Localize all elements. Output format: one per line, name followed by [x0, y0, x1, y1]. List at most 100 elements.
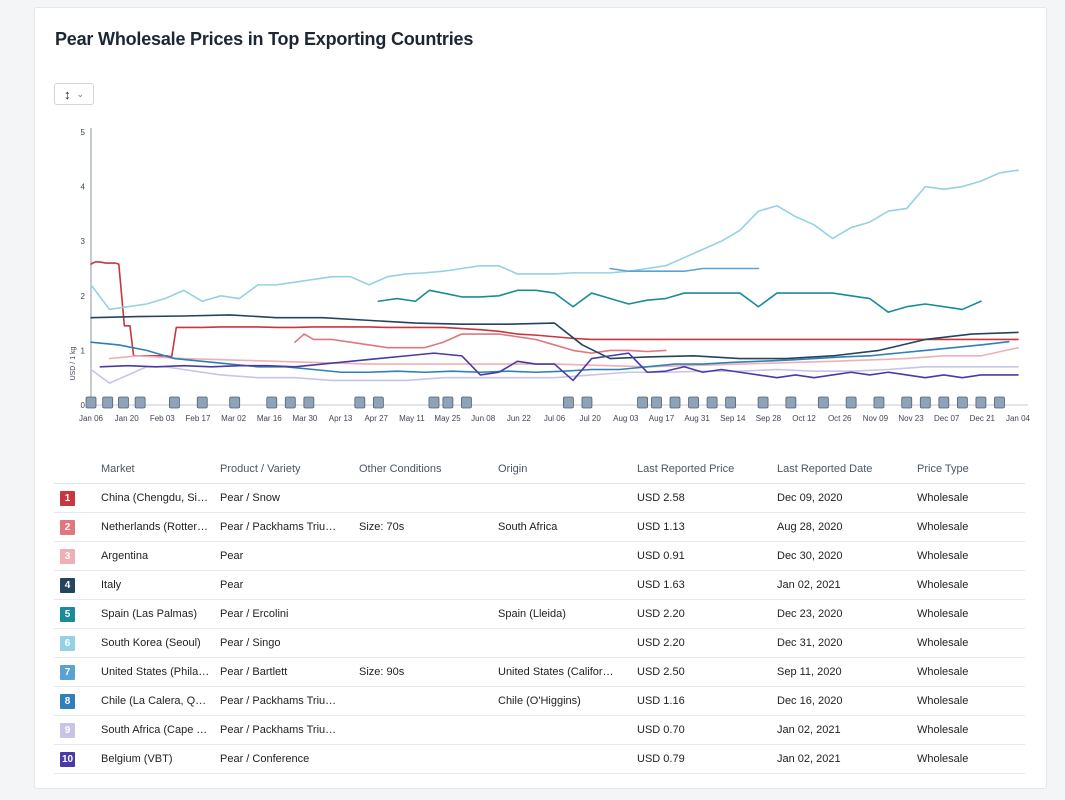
date-cell: Dec 09, 2020: [777, 492, 843, 504]
event-marker: [196, 396, 208, 409]
y-tick-label: 2: [81, 292, 86, 301]
table-row[interactable]: 3 Argentina Pear USD 0.91 Dec 30, 2020 Wholes…: [54, 542, 1025, 571]
price-type-cell: Wholesale: [917, 550, 969, 562]
event-marker: [637, 396, 648, 409]
event-marker: [817, 396, 829, 409]
price-cell: USD 1.63: [637, 579, 685, 591]
x-tick-label: Nov 09: [863, 414, 889, 423]
conditions-cell: Size: 70s: [359, 521, 405, 533]
conditions-cell: Size: 90s: [359, 666, 405, 678]
x-tick-label: Feb 17: [186, 414, 211, 423]
series-2-line: [294, 333, 667, 354]
line-chart: 0 1 2 3 4 5 USD / 1 kg Jan 06 Jan 20 Feb 03 Feb 17…: [70, 128, 1031, 423]
origin-cell: United States (Califor…: [498, 666, 614, 678]
x-tick-label: Mar 30: [292, 414, 317, 423]
series-6-line: [90, 169, 1019, 311]
table-row[interactable]: 4 Italy Pear USD 1.63 Jan 02, 2021 Wholesale: [54, 571, 1025, 600]
table-row[interactable]: 8 Chile (La Calera, Quill… Pear / Packhams…: [54, 687, 1025, 716]
row-index-cell: 8: [54, 693, 81, 709]
table-row[interactable]: 7 United States (Philad… Pear / Bartlett Si…: [54, 658, 1025, 687]
event-marker: [938, 396, 950, 409]
row-index-cell: 3: [54, 548, 81, 564]
series-10-line: [99, 352, 1019, 382]
product-cell: Pear / Packhams Triu…: [220, 695, 337, 707]
date-cell: Dec 23, 2020: [777, 608, 843, 620]
x-tick-label: Dec 07: [934, 414, 960, 423]
header-cell[interactable]: Last Reported Price: [637, 463, 735, 475]
event-marker: [725, 396, 737, 409]
product-cell: Pear / Conference: [220, 753, 310, 765]
origin-cell: Spain (Lleida): [498, 608, 566, 620]
chevron-down-icon: ⌄: [76, 88, 85, 99]
x-tick-label: Sep 14: [720, 414, 746, 423]
price-cell: USD 0.91: [637, 550, 685, 562]
table-row[interactable]: 10 Belgium (VBT) Pear / Conference USD 0.79…: [54, 745, 1025, 774]
event-marker: [688, 396, 699, 409]
price-cell: USD 2.20: [637, 608, 685, 620]
series-9-line: [90, 365, 1019, 384]
market-cell: Spain (Las Palmas): [101, 608, 197, 620]
x-tick-label: Feb 03: [150, 414, 175, 423]
market-cell: South Africa (Cape To…: [101, 724, 219, 736]
x-tick-label: Mar 16: [257, 414, 282, 423]
series-3-line: [108, 346, 1019, 368]
product-cell: Pear / Snow: [220, 492, 280, 504]
x-tick-label: Jun 08: [471, 414, 496, 423]
date-cell: Dec 30, 2020: [777, 550, 843, 562]
price-cell: USD 0.70: [637, 724, 685, 736]
header-cell[interactable]: Price Type: [917, 463, 969, 475]
product-cell: Pear / Ercolini: [220, 608, 289, 620]
y-tick-label: 5: [81, 128, 86, 137]
event-marker: [757, 396, 769, 409]
header-cell[interactable]: Other Conditions: [359, 463, 442, 475]
header-cell[interactable]: Last Reported Date: [777, 463, 873, 475]
market-cell: China (Chengdu, Sich…: [101, 492, 220, 504]
markets-table: Market Product / Variety Other Conditions O…: [54, 455, 1025, 774]
event-marker: [354, 396, 366, 409]
market-cell: Chile (La Calera, Quill…: [101, 695, 220, 707]
market-cell: Italy: [101, 579, 122, 591]
table-row[interactable]: 6 South Korea (Seoul) Pear / Singo USD 2.20…: [54, 629, 1025, 658]
series-color-badge: 1: [60, 490, 75, 506]
table-row[interactable]: 5 Spain (Las Palmas) Pear / Ercolini Spain …: [54, 600, 1025, 629]
product-cell: Pear / Bartlett: [220, 666, 288, 678]
market-cell: United States (Philad…: [101, 666, 216, 678]
event-marker: [428, 396, 440, 409]
vertical-resize-icon: ↕: [63, 86, 71, 102]
event-marker: [651, 396, 662, 409]
x-tick-label: Jan 20: [115, 414, 140, 423]
event-marker: [845, 396, 857, 409]
market-cell: Belgium (VBT): [101, 753, 173, 765]
zoom-toggle-button[interactable]: ↕ ⌄: [54, 83, 94, 105]
row-index-cell: 1: [54, 490, 81, 506]
table-row[interactable]: 9 South Africa (Cape To… Pear / Packhams T…: [54, 716, 1025, 745]
y-tick-label: 0: [81, 401, 86, 410]
event-marker: [134, 396, 146, 409]
x-tick-label: Jun 22: [507, 414, 532, 423]
x-tick-label: Aug 03: [613, 414, 639, 423]
event-marker: [975, 396, 987, 409]
table-row[interactable]: 2 Netherlands (Rotterda… Pear / Packhams T…: [54, 513, 1025, 542]
date-cell: Sep 11, 2020: [777, 666, 842, 678]
table-row[interactable]: 1 China (Chengdu, Sich… Pear / Snow USD 2.5…: [54, 484, 1025, 513]
row-index-cell: 5: [54, 606, 81, 622]
header-cell[interactable]: Product / Variety: [220, 463, 301, 475]
header-cell[interactable]: Market: [101, 463, 135, 475]
event-marker: [706, 396, 718, 409]
x-tick-label: Jul 06: [544, 414, 566, 423]
price-type-cell: Wholesale: [917, 521, 969, 533]
x-tick-label: Sep 28: [756, 414, 782, 423]
date-cell: Jan 02, 2021: [777, 724, 841, 736]
event-marker: [919, 396, 931, 409]
table-header: Market Product / Variety Other Conditions O…: [54, 455, 1025, 484]
price-type-cell: Wholesale: [917, 695, 969, 707]
header-cell[interactable]: Origin: [498, 463, 528, 475]
event-marker: [102, 396, 114, 409]
row-index-cell: 4: [54, 577, 81, 593]
chart-title: Pear Wholesale Prices in Top Exporting C…: [55, 29, 474, 49]
price-type-cell: Wholesale: [917, 724, 969, 736]
series-color-badge: 3: [60, 548, 75, 564]
event-marker: [266, 396, 278, 409]
event-marker: [461, 396, 472, 409]
price-type-cell: Wholesale: [917, 666, 969, 678]
